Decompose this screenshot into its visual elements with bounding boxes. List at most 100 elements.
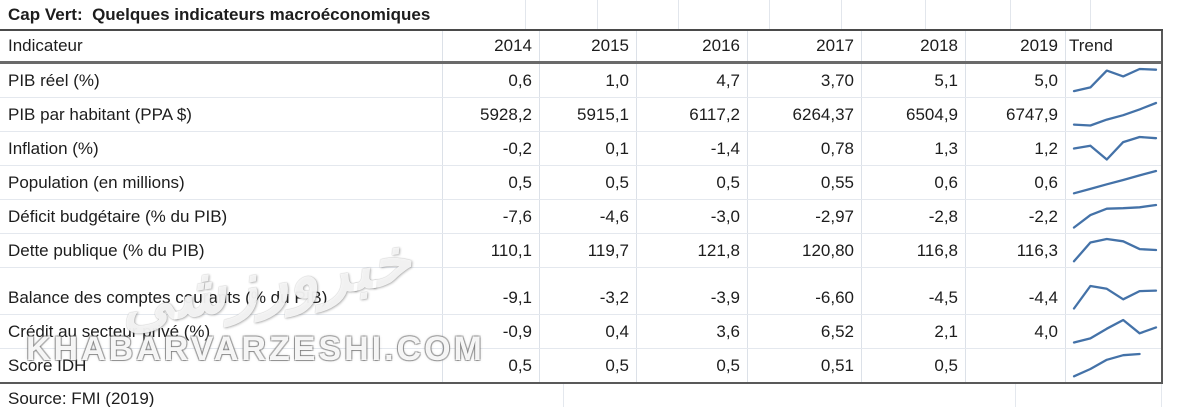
value-2019: -4,4 bbox=[966, 281, 1066, 314]
trend-sparkline bbox=[1072, 237, 1158, 262]
header-year-2018: 2018 bbox=[862, 31, 966, 61]
value-2015: 119,7 bbox=[540, 234, 637, 267]
value-2016: 3,6 bbox=[637, 315, 748, 348]
title-gridline bbox=[1010, 0, 1011, 29]
row-indicator-label: Score IDH bbox=[0, 349, 443, 382]
value-2019: 4,0 bbox=[966, 315, 1066, 348]
trend-sparkline-cell bbox=[1066, 281, 1163, 314]
trend-sparkline bbox=[1072, 67, 1158, 92]
table-title-row: Cap Vert: Quelques indicateurs macroécon… bbox=[0, 0, 1163, 31]
table-row: Déficit budgétaire (% du PIB) -7,6 -4,6 … bbox=[0, 200, 1161, 234]
table-row: PIB réel (%) 0,6 1,0 4,7 3,70 5,1 5,0 bbox=[0, 64, 1161, 98]
row-indicator-label: PIB réel (%) bbox=[0, 64, 443, 97]
row-indicator-label: Inflation (%) bbox=[0, 132, 443, 165]
row-indicator-label: Population (en millions) bbox=[0, 166, 443, 199]
header-trend: Trend bbox=[1069, 36, 1113, 55]
value-2016: 0,5 bbox=[637, 349, 748, 382]
source-text: Source: FMI (2019) bbox=[8, 389, 155, 407]
row-indicator-label bbox=[0, 268, 443, 281]
table-row: Dette publique (% du PIB) 110,1 119,7 12… bbox=[0, 234, 1161, 268]
header-year-2019: 2019 bbox=[966, 31, 1066, 61]
value-2017: -2,97 bbox=[748, 200, 862, 233]
value-2015: 1,0 bbox=[540, 64, 637, 97]
value-2019: 5,0 bbox=[966, 64, 1066, 97]
trend-sparkline-cell bbox=[1066, 64, 1163, 97]
title-gridline bbox=[678, 0, 679, 29]
value-2014: -0,2 bbox=[443, 132, 540, 165]
value-2017 bbox=[748, 268, 862, 281]
trend-sparkline-cell bbox=[1066, 166, 1163, 199]
trend-sparkline-cell bbox=[1066, 200, 1163, 233]
title-gridline bbox=[769, 0, 770, 29]
value-2018: 0,5 bbox=[862, 349, 966, 382]
trend-sparkline bbox=[1072, 284, 1158, 310]
value-2015: -4,6 bbox=[540, 200, 637, 233]
value-2019: 116,3 bbox=[966, 234, 1066, 267]
value-2015: 0,1 bbox=[540, 132, 637, 165]
trend-sparkline bbox=[1072, 169, 1158, 194]
header-year-2016: 2016 bbox=[637, 31, 748, 61]
value-2017: -6,60 bbox=[748, 281, 862, 314]
value-2018: 2,1 bbox=[862, 315, 966, 348]
source-row: Source: FMI (2019) bbox=[0, 384, 1163, 407]
source-gridline bbox=[1015, 384, 1016, 407]
header-indicator: Indicateur bbox=[0, 31, 443, 61]
row-indicator-label: Déficit budgétaire (% du PIB) bbox=[0, 200, 443, 233]
value-2014: 0,6 bbox=[443, 64, 540, 97]
trend-sparkline-cell bbox=[1066, 349, 1163, 382]
trend-sparkline bbox=[1072, 318, 1158, 344]
table-title: Cap Vert: Quelques indicateurs macroécon… bbox=[8, 4, 431, 24]
value-2019: 6747,9 bbox=[966, 98, 1066, 131]
value-2018: -4,5 bbox=[862, 281, 966, 314]
value-2014: 5928,2 bbox=[443, 98, 540, 131]
table-row: PIB par habitant (PPA $) 5928,2 5915,1 6… bbox=[0, 98, 1161, 132]
table-row: Score IDH 0,5 0,5 0,5 0,51 0,5 bbox=[0, 349, 1161, 382]
header-year-2014: 2014 bbox=[443, 31, 540, 61]
value-2014: 110,1 bbox=[443, 234, 540, 267]
value-2016: 4,7 bbox=[637, 64, 748, 97]
title-gridline bbox=[841, 0, 842, 29]
row-indicator-label: Balance des comptes courants (% du PIB) bbox=[0, 281, 443, 314]
value-2018 bbox=[862, 268, 966, 281]
value-2015: 0,5 bbox=[540, 166, 637, 199]
value-2018: 1,3 bbox=[862, 132, 966, 165]
spacer-row bbox=[0, 268, 1161, 281]
value-2017: 0,55 bbox=[748, 166, 862, 199]
value-2014: -9,1 bbox=[443, 281, 540, 314]
value-2017: 120,80 bbox=[748, 234, 862, 267]
table-row: Inflation (%) -0,2 0,1 -1,4 0,78 1,3 1,2 bbox=[0, 132, 1161, 166]
value-2018: 116,8 bbox=[862, 234, 966, 267]
value-2017: 3,70 bbox=[748, 64, 862, 97]
title-gridline bbox=[597, 0, 598, 29]
value-2018: -2,8 bbox=[862, 200, 966, 233]
value-2018: 5,1 bbox=[862, 64, 966, 97]
value-2019 bbox=[966, 268, 1066, 281]
value-2016: 0,5 bbox=[637, 166, 748, 199]
source-gridline bbox=[1161, 384, 1162, 407]
value-2014: -7,6 bbox=[443, 200, 540, 233]
source-gridline bbox=[563, 384, 564, 407]
value-2016: -3,0 bbox=[637, 200, 748, 233]
header-year-2017: 2017 bbox=[748, 31, 862, 61]
value-2015: 0,5 bbox=[540, 349, 637, 382]
value-2016: 121,8 bbox=[637, 234, 748, 267]
value-2017: 6264,37 bbox=[748, 98, 862, 131]
trend-sparkline bbox=[1072, 135, 1158, 161]
trend-sparkline-cell bbox=[1066, 315, 1163, 348]
value-2014: 0,5 bbox=[443, 349, 540, 382]
value-2014: -0,9 bbox=[443, 315, 540, 348]
value-2015 bbox=[540, 268, 637, 281]
value-2015: 0,4 bbox=[540, 315, 637, 348]
trend-sparkline-cell bbox=[1066, 234, 1163, 267]
table-body: Indicateur 2014 2015 2016 2017 2018 2019… bbox=[0, 31, 1163, 384]
value-2017: 0,78 bbox=[748, 132, 862, 165]
value-2016: -1,4 bbox=[637, 132, 748, 165]
value-2017: 6,52 bbox=[748, 315, 862, 348]
trend-sparkline-cell bbox=[1066, 98, 1163, 131]
trend-sparkline-cell bbox=[1066, 268, 1163, 281]
table-rows: PIB réel (%) 0,6 1,0 4,7 3,70 5,1 5,0 PI… bbox=[0, 64, 1161, 382]
trend-sparkline bbox=[1072, 352, 1141, 377]
value-2016 bbox=[637, 268, 748, 281]
value-2019: -2,2 bbox=[966, 200, 1066, 233]
